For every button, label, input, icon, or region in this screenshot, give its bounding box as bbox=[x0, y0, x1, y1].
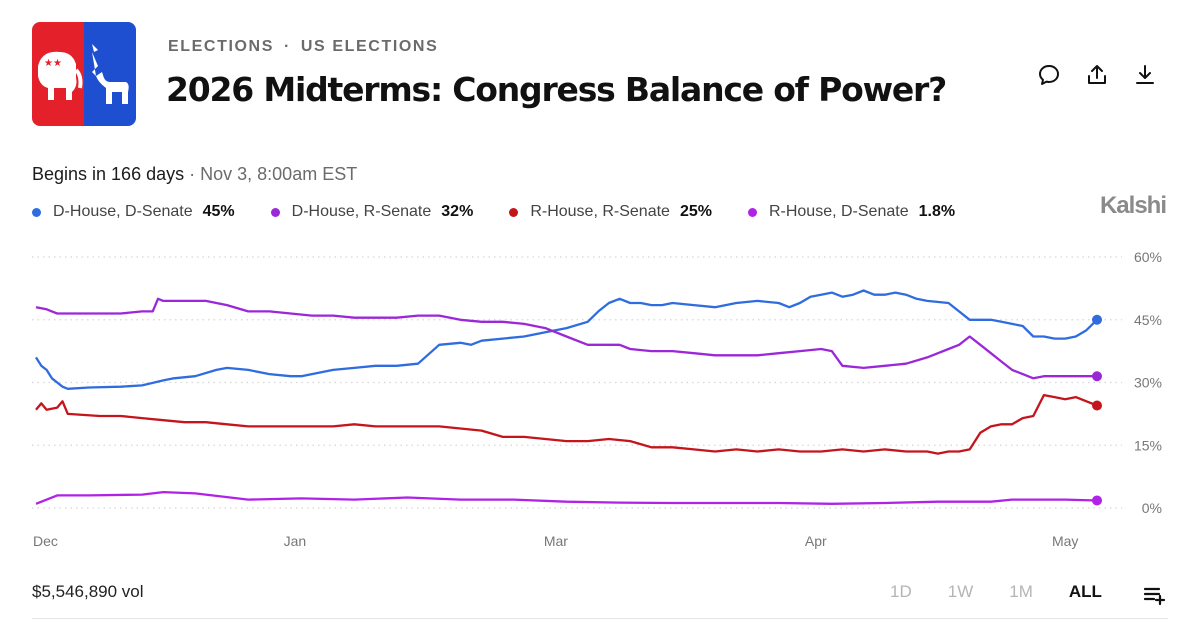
elephant-icon: ★★ bbox=[38, 51, 83, 100]
legend-swatch bbox=[509, 207, 519, 217]
price-history-chart[interactable]: 60% 45% 30% 15% 0% Dec Jan Mar Apr May bbox=[0, 240, 1200, 560]
breadcrumb-elections[interactable]: ELECTIONS bbox=[168, 38, 274, 55]
breadcrumb-us-elections[interactable]: US ELECTIONS bbox=[300, 38, 439, 55]
legend-label: R-House, R-Senate bbox=[530, 203, 670, 220]
legend-value: 25% bbox=[679, 203, 712, 220]
chart-legend: D-House, D-Senate 45% D-House, R-Senate 32%… bbox=[32, 203, 991, 221]
series-line-3 bbox=[35, 490, 1098, 505]
time-range-selector: 1D 1W 1M ALL bbox=[890, 582, 1138, 602]
legend-item[interactable]: R-House, R-Senate 25% bbox=[509, 203, 712, 221]
volume-label: $5,546,890 vol bbox=[32, 582, 144, 601]
series-line-0 bbox=[35, 289, 1098, 390]
legend-swatch bbox=[32, 207, 41, 217]
x-tick-label: Jan bbox=[284, 533, 307, 549]
legend-label: R-House, D-Senate bbox=[768, 203, 909, 220]
legend-swatch bbox=[747, 207, 757, 217]
legend-value: 32% bbox=[441, 203, 474, 220]
x-tick-label: Mar bbox=[544, 533, 568, 549]
x-tick-label: Dec bbox=[33, 533, 58, 549]
y-tick-label: 0% bbox=[1142, 500, 1162, 516]
status-separator: · bbox=[189, 164, 196, 184]
legend-label: D-House, D-Senate bbox=[53, 203, 193, 220]
legend-swatch bbox=[270, 207, 280, 217]
legend-value: 45% bbox=[202, 203, 235, 220]
header-actions bbox=[1036, 62, 1158, 88]
range-1w[interactable]: 1W bbox=[947, 582, 974, 601]
begins-countdown: Begins in 166 days bbox=[32, 164, 185, 184]
page-title: 2026 Midterms: Congress Balance of Power… bbox=[166, 70, 947, 109]
donkey-icon: ★★★ bbox=[92, 44, 130, 104]
legend-label: D-House, R-Senate bbox=[291, 203, 432, 220]
legend-item[interactable]: R-House, D-Senate 1.8% bbox=[747, 203, 956, 221]
series-end-dot-0[interactable] bbox=[1092, 314, 1102, 325]
series-line-1 bbox=[35, 297, 1097, 380]
event-date: Nov 3, 8:00am EST bbox=[200, 164, 358, 184]
event-status: Begins in 166 days · Nov 3, 8:00am EST bbox=[32, 164, 357, 185]
x-tick-label: May bbox=[1052, 533, 1078, 549]
breadcrumb: ELECTIONS · US ELECTIONS bbox=[168, 38, 438, 56]
series-line-2 bbox=[35, 393, 1098, 455]
footer-divider bbox=[32, 618, 1168, 619]
legend-value: 1.8% bbox=[918, 203, 956, 220]
range-all[interactable]: ALL bbox=[1068, 582, 1102, 601]
svg-text:★★★: ★★★ bbox=[106, 73, 130, 83]
brand-logo: Kalshi bbox=[1099, 192, 1167, 219]
comment-icon[interactable] bbox=[1036, 62, 1062, 88]
y-tick-label: 60% bbox=[1134, 249, 1162, 265]
y-tick-label: 45% bbox=[1134, 312, 1162, 328]
y-tick-label: 15% bbox=[1134, 437, 1162, 453]
share-icon[interactable] bbox=[1084, 62, 1110, 88]
legend-item[interactable]: D-House, D-Senate 45% bbox=[32, 203, 235, 221]
breadcrumb-separator: · bbox=[283, 38, 291, 55]
x-tick-label: Apr bbox=[805, 533, 827, 549]
market-logo: ★★ ★★★ bbox=[32, 22, 136, 126]
series-end-dot-1[interactable] bbox=[1092, 371, 1102, 382]
y-tick-label: 30% bbox=[1134, 375, 1162, 391]
range-1d[interactable]: 1D bbox=[890, 582, 912, 601]
list-add-icon[interactable] bbox=[1142, 582, 1166, 611]
series-end-dot-3[interactable] bbox=[1092, 495, 1102, 506]
legend-item[interactable]: D-House, R-Senate 32% bbox=[270, 203, 474, 221]
range-1m[interactable]: 1M bbox=[1009, 582, 1033, 601]
series-end-dot-2[interactable] bbox=[1092, 400, 1102, 411]
svg-text:★★: ★★ bbox=[44, 58, 62, 69]
download-icon[interactable] bbox=[1132, 62, 1158, 88]
